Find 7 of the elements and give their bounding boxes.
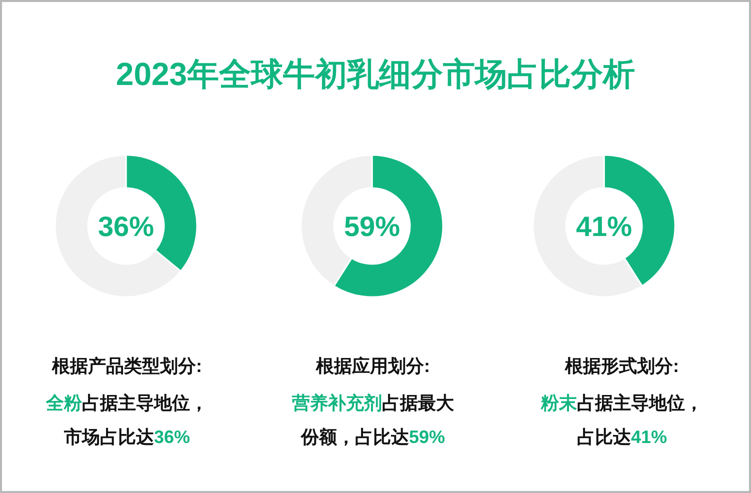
note: 占据主导地位， bbox=[82, 393, 208, 413]
note: 占据最大 bbox=[382, 393, 454, 413]
title: 2023年全球牛初乳细分市场占比分析 bbox=[116, 56, 636, 92]
note: 市场占比达 bbox=[64, 427, 154, 447]
note: 份额，占比达 bbox=[300, 427, 409, 447]
note: 占比达 bbox=[576, 427, 631, 447]
note: 占据主导地位， bbox=[577, 393, 703, 413]
